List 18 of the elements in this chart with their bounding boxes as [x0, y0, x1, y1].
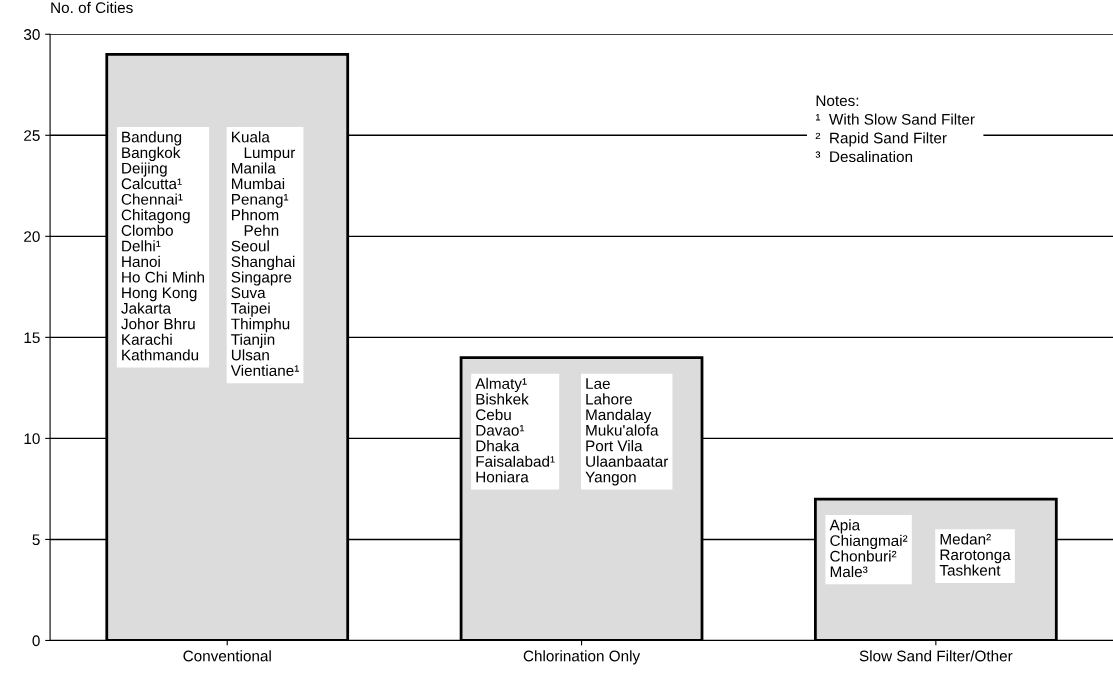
x-tick-label: Conventional	[183, 650, 271, 662]
annotation: Almaty¹ Bishkek Cebu Davao¹ Dhaka Faisalabad¹ Honiara	[475, 377, 555, 483]
text: Kuala Lumpur Manila Mumbai Penang¹ Phnom Pehn Seoul Shanghai Singapre Suva Taipei Thimphu Tianjin Ulsan Vientiane¹	[230, 131, 299, 377]
y-tick-label: 10	[24, 433, 40, 445]
x-tick-label: Slow Sand Filter/Other	[859, 650, 1013, 662]
text: Bandung Bangkok Deijing Calcutta¹ Chennai¹ Chitagong Clombo Delhi¹ Hanoi Ho Chi Minh Hong Kong Jakarta Johor Bhru Karachi Kathmandu	[121, 131, 205, 361]
annotation: Apia Chiangmai² Chonburi² Male³	[829, 519, 908, 578]
y-tick-label: 0	[32, 635, 40, 647]
annotation: Lae Lahore Mandalay Muku'alofa Port Vila Ulaanbaatar Yangon	[585, 378, 669, 486]
annotation: Notes: ¹ With Slow Sand Filter ² Rapid Sand Filter ³ Desalination	[815, 95, 975, 163]
y-tick-label: 5	[32, 534, 40, 546]
annotation: Medan² Rarotonga Tashkent	[939, 533, 1011, 576]
y-tick-label: 25	[24, 130, 40, 141]
y-tick-label: 30	[23, 29, 40, 40]
x-tick-label: Chlorination Only	[523, 650, 641, 665]
y-axis-title: No. of Cities	[51, 1, 133, 14]
y-tick-label: 15	[24, 332, 40, 344]
y-tick-label: 20	[24, 231, 40, 243]
